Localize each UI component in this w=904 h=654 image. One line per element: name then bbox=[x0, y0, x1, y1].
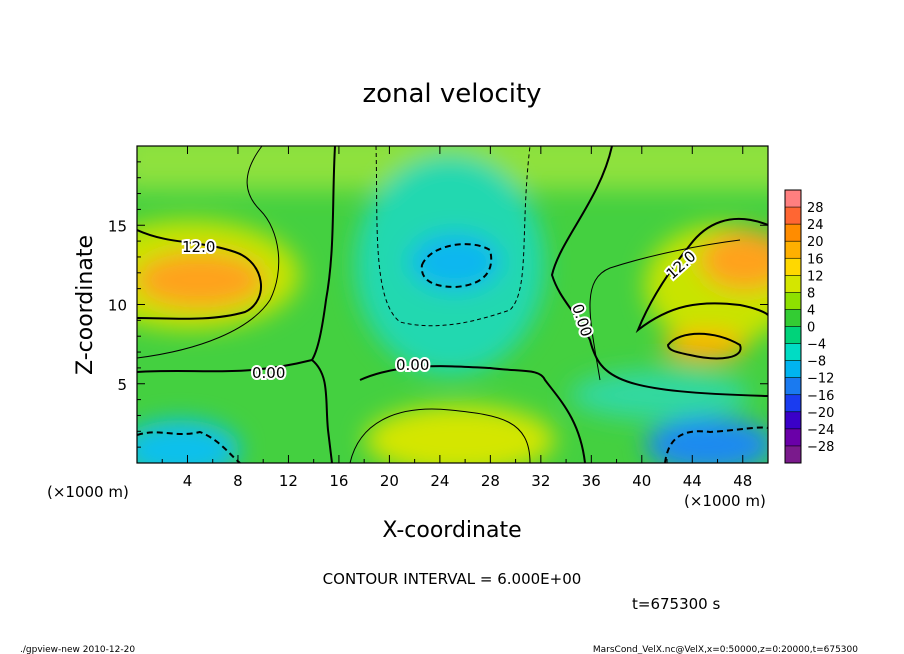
colorbar-label: 8 bbox=[807, 286, 815, 301]
contour-6-east-thin bbox=[589, 239, 741, 381]
field-east-band bbox=[570, 370, 750, 420]
colorbar-swatch bbox=[785, 275, 801, 293]
colorbar-swatch bbox=[785, 190, 801, 208]
x-tick-label: 28 bbox=[481, 472, 500, 490]
x-tick-label: 36 bbox=[582, 472, 601, 490]
colorbar-swatch bbox=[785, 258, 801, 276]
field-central-min bbox=[410, 234, 500, 290]
plot-area: 12.0 0.00 0.00 0.00 12.0 bbox=[137, 146, 768, 463]
x-unit-note-right: (×1000 m) bbox=[684, 492, 766, 510]
colorbar: 28 24 20 16 12 8 4 0 −4 −8 −12 −16 −20 −24 −28 bbox=[784, 189, 834, 464]
colorbar-swatch bbox=[785, 326, 801, 345]
x-tick-label: 44 bbox=[683, 472, 702, 490]
contour-minus6-sw bbox=[137, 430, 241, 463]
x-tick-label: 12 bbox=[279, 472, 298, 490]
colorbar-swatch bbox=[785, 411, 801, 430]
colorbar-label: −8 bbox=[807, 355, 826, 370]
field-west-jet-inner bbox=[137, 252, 265, 308]
x-tick-label: 20 bbox=[380, 472, 399, 490]
footer-right: MarsCond_VelX.nc@VelX,x=0:50000,z=0:2000… bbox=[593, 645, 858, 654]
x-unit-note-left: (×1000 m) bbox=[47, 483, 129, 501]
shaded-field bbox=[137, 146, 768, 463]
y-tick-label: 10 bbox=[108, 297, 127, 315]
contour-0-lower bbox=[137, 358, 586, 463]
colorbar-label: −28 bbox=[807, 440, 834, 455]
field-sw-cold bbox=[137, 420, 240, 463]
colorbar-swatch bbox=[785, 360, 801, 379]
colorbar-swatch bbox=[785, 241, 801, 259]
contour-label: 0.00 bbox=[396, 356, 429, 374]
colorbar-swatch bbox=[785, 428, 801, 447]
y-axis: 5 10 15 bbox=[108, 161, 768, 448]
x-tick-label: 24 bbox=[430, 472, 449, 490]
y-tick-label: 15 bbox=[108, 217, 127, 235]
colorbar-label: −24 bbox=[807, 423, 834, 438]
colorbar-swatch bbox=[785, 224, 801, 242]
colorbar-swatch bbox=[785, 445, 801, 464]
colorbar-label: 28 bbox=[807, 201, 824, 216]
contour-12-east bbox=[635, 217, 768, 334]
contour-0-vertical bbox=[311, 146, 336, 361]
contour-12-west bbox=[137, 229, 262, 320]
time-text: t=675300 s bbox=[632, 595, 720, 613]
x-tick-label: 48 bbox=[733, 472, 752, 490]
contour-label: 0.00 bbox=[252, 364, 285, 382]
x-axis: 4 8 12 16 20 24 28 32 36 40 44 48 bbox=[161, 146, 752, 490]
colorbar-label: 0 bbox=[807, 321, 815, 336]
contour-minus6-se bbox=[664, 426, 768, 463]
y-tick-label: 5 bbox=[117, 376, 127, 394]
field-se-cold bbox=[645, 417, 768, 463]
colorbar-label: −4 bbox=[807, 338, 826, 353]
colorbar-swatch bbox=[785, 377, 801, 396]
chart-title: zonal velocity bbox=[362, 79, 541, 109]
field-east-jet-inner bbox=[700, 230, 768, 290]
colorbar-label: 16 bbox=[807, 252, 824, 267]
contour-minus6-centre-outer bbox=[375, 146, 531, 327]
x-tick-label: 8 bbox=[233, 472, 243, 490]
contour-interval-text: CONTOUR INTERVAL = 6.000E+00 bbox=[323, 570, 582, 588]
colorbar-swatch bbox=[785, 207, 801, 225]
colorbar-label: −12 bbox=[807, 372, 834, 387]
contour-6-west-thin bbox=[137, 146, 280, 359]
x-tick-label: 40 bbox=[632, 472, 651, 490]
contour-lines bbox=[137, 146, 768, 463]
colorbar-label: −20 bbox=[807, 406, 834, 421]
colorbar-swatch bbox=[785, 394, 801, 413]
contour-12-east-lobe bbox=[666, 332, 742, 360]
contour-0-east bbox=[550, 146, 768, 397]
x-tick-label: 4 bbox=[183, 472, 193, 490]
y-axis-label: Z-coordinate bbox=[73, 235, 98, 375]
colorbar-label: 24 bbox=[807, 218, 824, 233]
colorbar-label: 4 bbox=[807, 303, 815, 318]
x-tick-label: 16 bbox=[329, 472, 348, 490]
footer-left: ./gpview-new 2010-12-20 bbox=[20, 645, 135, 654]
contour-label: 12.0 bbox=[182, 238, 215, 256]
colorbar-label: −16 bbox=[807, 389, 834, 404]
x-tick-label: 32 bbox=[531, 472, 550, 490]
colorbar-swatch bbox=[785, 343, 801, 362]
colorbar-label: 20 bbox=[807, 235, 824, 250]
contour-6-bottom-thin bbox=[349, 408, 531, 463]
colorbar-swatch bbox=[785, 309, 801, 327]
colorbar-swatch bbox=[785, 292, 801, 310]
x-axis-label: X-coordinate bbox=[382, 518, 521, 543]
contour-minus6-centre bbox=[420, 243, 493, 289]
colorbar-label: 12 bbox=[807, 269, 824, 284]
field-bottom-warm bbox=[365, 405, 555, 463]
